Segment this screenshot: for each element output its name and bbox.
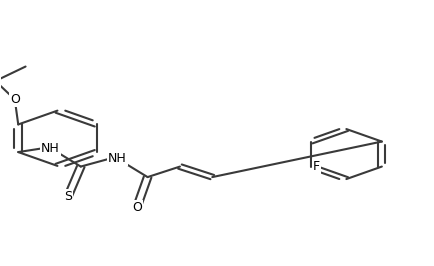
Text: O: O bbox=[132, 201, 142, 214]
Text: F: F bbox=[313, 160, 320, 173]
Text: S: S bbox=[64, 190, 72, 203]
Text: NH: NH bbox=[108, 152, 127, 165]
Text: O: O bbox=[10, 93, 20, 106]
Text: NH: NH bbox=[41, 142, 60, 155]
